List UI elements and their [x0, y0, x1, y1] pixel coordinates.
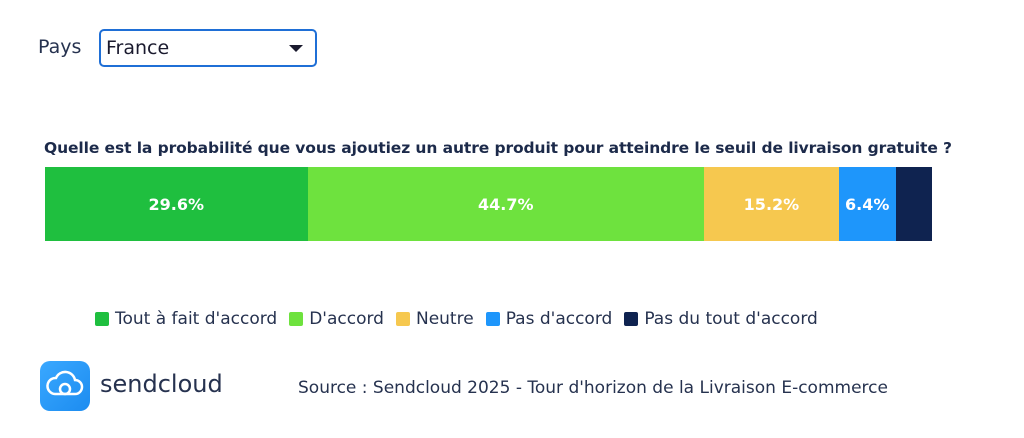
legend-item: Pas d'accord [485, 309, 613, 329]
bar-segment: 6.4% [838, 167, 896, 241]
legend-item: Neutre [395, 309, 474, 329]
legend-label: Pas du tout d'accord [644, 309, 818, 329]
legend-item: Pas du tout d'accord [624, 309, 818, 329]
sendcloud-logo [40, 361, 90, 411]
country-label: Pays [38, 36, 82, 58]
cloud-icon [46, 370, 84, 396]
legend-swatch [395, 312, 410, 326]
source-text: Source : Sendcloud 2025 - Tour d'horizon… [298, 378, 888, 398]
country-select[interactable]: France [99, 29, 317, 67]
chevron-down-icon [289, 45, 303, 52]
brand-name: sendcloud [100, 370, 223, 398]
bar-segment [895, 167, 932, 241]
data-label: 15.2% [743, 194, 800, 214]
country-select-value: France [106, 37, 170, 59]
legend-label: D'accord [309, 309, 384, 329]
legend: Tout à fait d'accord D'accord Neutre Pas d'… [95, 309, 818, 329]
data-label: 6.4% [845, 194, 890, 214]
data-label: 44.7% [478, 194, 534, 214]
chart-title: Quelle est la probabilité que vous ajout… [44, 139, 952, 157]
legend-swatch [624, 312, 639, 326]
bar-segment: 29.6% [45, 167, 308, 241]
legend-label: Neutre [415, 309, 474, 329]
legend-item: Tout à fait d'accord [95, 309, 277, 329]
legend-label: Pas d'accord [505, 309, 613, 329]
legend-label: Tout à fait d'accord [115, 309, 278, 329]
legend-item: D'accord [289, 309, 384, 329]
legend-swatch [485, 312, 500, 326]
legend-swatch [289, 312, 304, 326]
bar-segment: 15.2% [704, 167, 839, 241]
bar-segment: 44.7% [307, 167, 705, 241]
legend-swatch [95, 312, 109, 326]
stacked-bar: 29.6% 44.7% 15.2% 6.4% [45, 167, 932, 241]
data-label: 29.6% [148, 194, 205, 214]
